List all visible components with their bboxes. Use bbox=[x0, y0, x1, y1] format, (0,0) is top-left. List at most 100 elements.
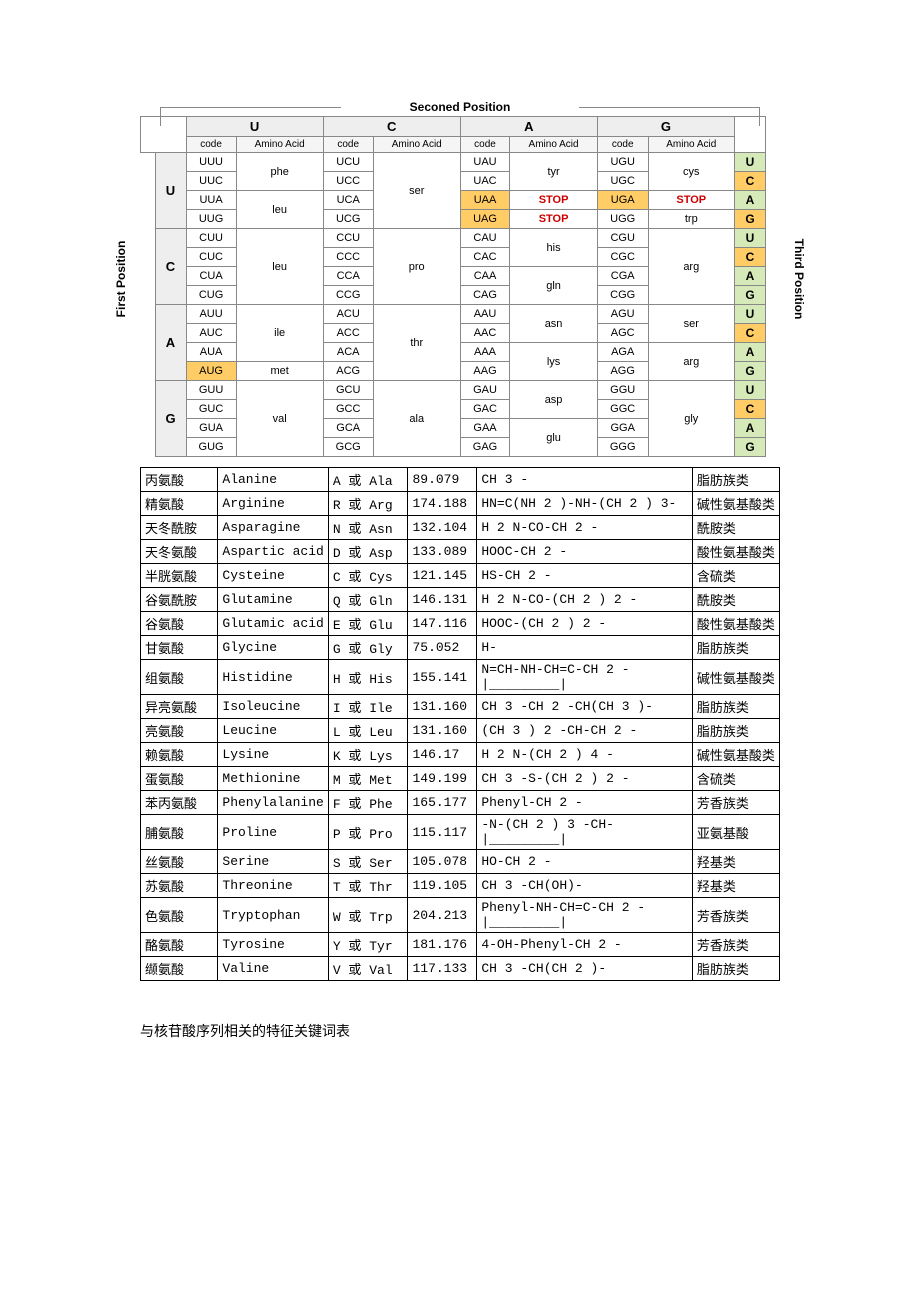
codon-code: GGC bbox=[597, 400, 648, 419]
amino-abbr: A 或 Ala bbox=[328, 468, 408, 492]
amino-sidechain: (CH 3 ) 2 -CH-CH 2 - bbox=[477, 719, 693, 743]
codon-code: UUC bbox=[186, 172, 236, 191]
codon-aa: arg bbox=[648, 343, 734, 381]
amino-mw: 149.199 bbox=[408, 767, 477, 791]
amino-en: Serine bbox=[218, 850, 328, 874]
amino-sidechain: CH 3 -CH 2 -CH(CH 3 )- bbox=[477, 695, 693, 719]
codon-code: AUC bbox=[186, 324, 236, 343]
amino-class: 酸性氨基酸类 bbox=[692, 612, 779, 636]
amino-cn: 亮氨酸 bbox=[141, 719, 218, 743]
amino-sidechain: CH 3 -CH(OH)- bbox=[477, 874, 693, 898]
amino-class: 酰胺类 bbox=[692, 516, 779, 540]
codon-code: GCG bbox=[323, 438, 373, 457]
amino-abbr: R 或 Arg bbox=[328, 492, 408, 516]
table-row: 缬氨酸ValineV 或 Val117.133CH 3 -CH(CH 2 )-脂… bbox=[141, 957, 780, 981]
amino-class: 酸性氨基酸类 bbox=[692, 540, 779, 564]
codon-code: GCA bbox=[323, 419, 373, 438]
amino-sidechain: H- bbox=[477, 636, 693, 660]
amino-en: Tyrosine bbox=[218, 933, 328, 957]
amino-mw: 146.131 bbox=[408, 588, 477, 612]
amino-en: Glycine bbox=[218, 636, 328, 660]
amino-class: 脂肪族类 bbox=[692, 695, 779, 719]
col-amino: Amino Acid bbox=[510, 137, 598, 153]
amino-acid-table: 丙氨酸AlanineA 或 Ala89.079CH 3 -脂肪族类精氨酸Argi… bbox=[140, 467, 780, 981]
amino-cn: 酪氨酸 bbox=[141, 933, 218, 957]
table-row: 蛋氨酸MethionineM 或 Met149.199CH 3 -S-(CH 2… bbox=[141, 767, 780, 791]
third-base: A bbox=[735, 419, 766, 438]
amino-class: 含硫类 bbox=[692, 767, 779, 791]
amino-mw: 131.160 bbox=[408, 695, 477, 719]
amino-mw: 75.052 bbox=[408, 636, 477, 660]
codon-code: GUU bbox=[186, 381, 236, 400]
first-base-U: U bbox=[155, 153, 186, 229]
codon-code: GUG bbox=[186, 438, 236, 457]
col-amino: Amino Acid bbox=[648, 137, 734, 153]
third-base: G bbox=[735, 210, 766, 229]
codon-aa: STOP bbox=[510, 210, 598, 229]
amino-sidechain: CH 3 -CH(CH 2 )- bbox=[477, 957, 693, 981]
amino-abbr: Y 或 Tyr bbox=[328, 933, 408, 957]
codon-code: AGA bbox=[597, 343, 648, 362]
codon-code: UCC bbox=[323, 172, 373, 191]
footer-note: 与核苷酸序列相关的特征关键词表 bbox=[140, 1021, 780, 1041]
amino-class: 脂肪族类 bbox=[692, 719, 779, 743]
codon-code: AAC bbox=[460, 324, 510, 343]
amino-class: 碱性氨基酸类 bbox=[692, 743, 779, 767]
amino-cn: 组氨酸 bbox=[141, 660, 218, 695]
table-row: 丙氨酸AlanineA 或 Ala89.079CH 3 -脂肪族类 bbox=[141, 468, 780, 492]
codon-aa: leu bbox=[236, 191, 323, 229]
codon-code: UGG bbox=[597, 210, 648, 229]
amino-cn: 精氨酸 bbox=[141, 492, 218, 516]
amino-en: Asparagine bbox=[218, 516, 328, 540]
third-base: C bbox=[735, 400, 766, 419]
codon-aa: tyr bbox=[510, 153, 598, 191]
amino-cn: 天冬酰胺 bbox=[141, 516, 218, 540]
first-base-C: C bbox=[155, 229, 186, 305]
amino-cn: 谷氨酰胺 bbox=[141, 588, 218, 612]
codon-code: CCA bbox=[323, 267, 373, 286]
amino-en: Cysteine bbox=[218, 564, 328, 588]
codon-aa: gln bbox=[510, 267, 598, 305]
amino-sidechain: 4-OH-Phenyl-CH 2 - bbox=[477, 933, 693, 957]
second-base-C: C bbox=[323, 117, 460, 137]
amino-class: 芳香族类 bbox=[692, 898, 779, 933]
codon-aa: his bbox=[510, 229, 598, 267]
amino-sidechain: CH 3 -S-(CH 2 ) 2 - bbox=[477, 767, 693, 791]
amino-class: 脂肪族类 bbox=[692, 468, 779, 492]
amino-abbr: V 或 Val bbox=[328, 957, 408, 981]
amino-sidechain: H 2 N-(CH 2 ) 4 - bbox=[477, 743, 693, 767]
codon-code: UAG bbox=[460, 210, 510, 229]
third-base: C bbox=[735, 324, 766, 343]
amino-class: 碱性氨基酸类 bbox=[692, 660, 779, 695]
amino-en: Methionine bbox=[218, 767, 328, 791]
col-code: code bbox=[323, 137, 373, 153]
codon-code: UAU bbox=[460, 153, 510, 172]
amino-en: Phenylalanine bbox=[218, 791, 328, 815]
codon-code: ACC bbox=[323, 324, 373, 343]
amino-en: Aspartic acid bbox=[218, 540, 328, 564]
table-row: 色氨酸TryptophanW 或 Trp204.213Phenyl-NH-CH=… bbox=[141, 898, 780, 933]
amino-class: 含硫类 bbox=[692, 564, 779, 588]
codon-code: UAA bbox=[460, 191, 510, 210]
codon-aa: thr bbox=[373, 305, 460, 381]
amino-sidechain: N=CH-NH-CH=C-CH 2 - |_________| bbox=[477, 660, 693, 695]
codon-code: CCG bbox=[323, 286, 373, 305]
codon-aa: trp bbox=[648, 210, 734, 229]
table-row: 天冬酰胺AsparagineN 或 Asn132.104H 2 N-CO-CH … bbox=[141, 516, 780, 540]
amino-class: 脂肪族类 bbox=[692, 636, 779, 660]
amino-mw: 132.104 bbox=[408, 516, 477, 540]
codon-aa: asn bbox=[510, 305, 598, 343]
col-code: code bbox=[597, 137, 648, 153]
codon-code: GAA bbox=[460, 419, 510, 438]
table-row: 半胱氨酸CysteineC 或 Cys121.145HS-CH 2 -含硫类 bbox=[141, 564, 780, 588]
codon-aa: phe bbox=[236, 153, 323, 191]
amino-class: 芳香族类 bbox=[692, 791, 779, 815]
amino-abbr: T 或 Thr bbox=[328, 874, 408, 898]
codon-aa: cys bbox=[648, 153, 734, 191]
codon-code: CAC bbox=[460, 248, 510, 267]
second-base-A: A bbox=[460, 117, 597, 137]
codon-aa: ala bbox=[373, 381, 460, 457]
table-row: 甘氨酸GlycineG 或 Gly75.052H-脂肪族类 bbox=[141, 636, 780, 660]
amino-mw: 131.160 bbox=[408, 719, 477, 743]
table-row: 丝氨酸SerineS 或 Ser105.078HO-CH 2 -羟基类 bbox=[141, 850, 780, 874]
